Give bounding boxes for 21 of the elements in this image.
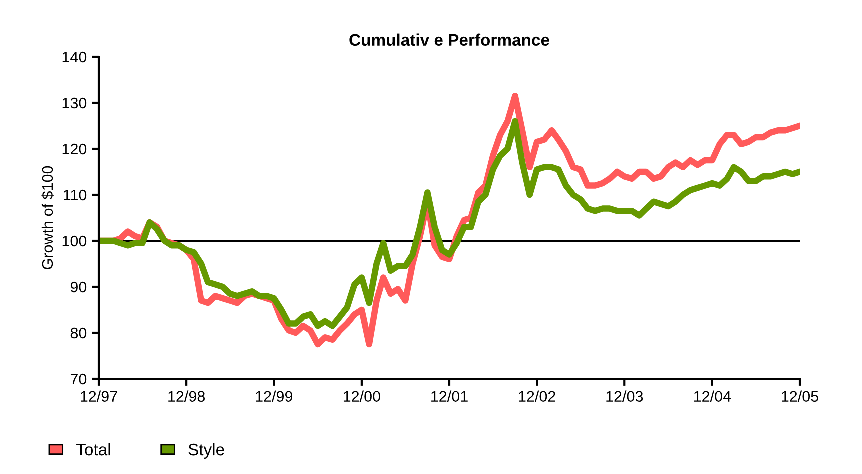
x-tick-label: 12/98 xyxy=(168,390,206,402)
y-tick-label: 110 xyxy=(64,190,87,201)
x-tick-label: 12/03 xyxy=(606,390,644,402)
y-axis-title: Growth of $100 xyxy=(42,166,54,270)
legend-label: Style xyxy=(188,443,224,459)
legend-label: Total xyxy=(76,443,110,456)
x-tick-label: 12/01 xyxy=(432,390,468,402)
x-tick-label: 12/99 xyxy=(256,390,293,402)
x-tick-label: 12/97 xyxy=(81,390,118,402)
x-tick-label: 12/05 xyxy=(782,390,818,402)
y-tick-label: 90 xyxy=(70,282,87,293)
y-tick-label: 130 xyxy=(62,98,87,109)
x-tick-label: 12/04 xyxy=(694,390,732,402)
chart-title: Cumulativ e Performance xyxy=(350,34,550,46)
y-tick-label: 120 xyxy=(62,144,87,155)
x-tick-label: 12/00 xyxy=(344,390,380,402)
y-tick-label: 140 xyxy=(62,52,87,63)
y-tick-label: 70 xyxy=(70,374,87,385)
y-tick-label: 100 xyxy=(62,236,87,247)
x-tick-label: 12/02 xyxy=(519,390,556,402)
y-tick-label: 80 xyxy=(70,328,87,339)
